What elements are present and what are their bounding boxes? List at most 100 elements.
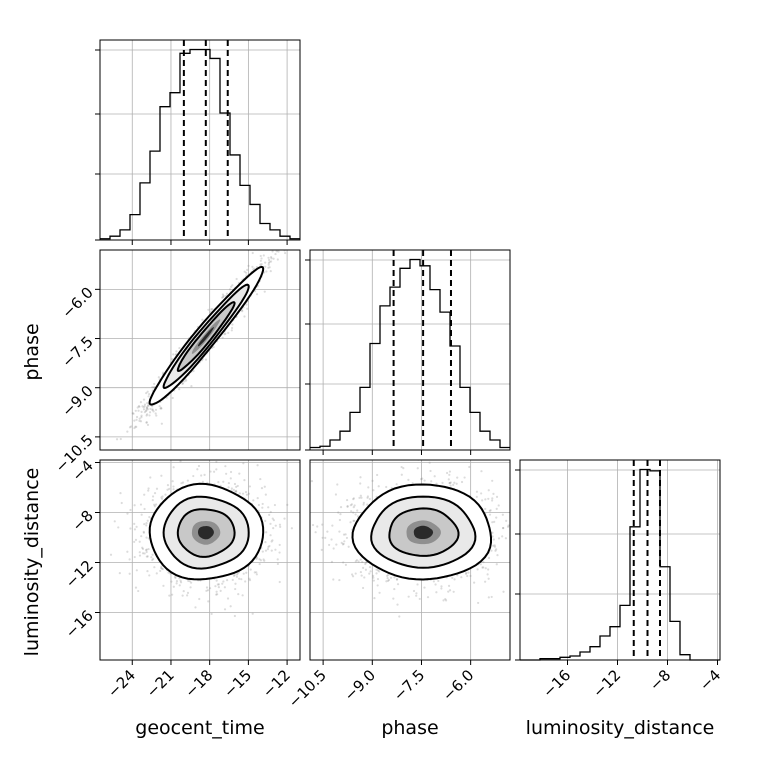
sample-point <box>266 247 268 249</box>
sample-point <box>129 527 132 530</box>
sample-point <box>311 523 315 527</box>
sample-point <box>247 492 251 495</box>
sample-point <box>117 526 120 529</box>
sample-point <box>378 591 381 594</box>
sample-point <box>248 577 251 580</box>
sample-point <box>225 472 228 475</box>
sample-point <box>161 371 165 374</box>
sample-point <box>338 578 341 582</box>
sample-point <box>270 256 273 259</box>
hist-step-phase <box>310 258 510 449</box>
sample-point <box>246 307 249 310</box>
sample-point <box>460 576 463 579</box>
sample-point <box>491 479 494 482</box>
sample-point <box>245 493 249 496</box>
sample-point <box>369 570 372 573</box>
sample-point <box>138 419 141 422</box>
sample-point <box>286 503 289 507</box>
sample-point <box>212 470 216 473</box>
sample-point <box>217 586 220 589</box>
sample-point <box>141 546 144 549</box>
sample-point <box>343 540 346 543</box>
sample-point <box>155 487 159 490</box>
sample-point <box>245 303 248 306</box>
sample-point <box>377 485 380 488</box>
sample-point <box>234 489 238 492</box>
sample-point <box>147 404 150 407</box>
sample-point <box>296 225 298 227</box>
sample-point <box>238 577 241 580</box>
sample-point <box>146 555 149 558</box>
sample-point <box>418 597 421 601</box>
sample-point <box>230 326 234 330</box>
sample-point <box>148 393 151 396</box>
sample-point <box>151 558 154 562</box>
sample-point <box>236 484 239 488</box>
sample-point <box>247 264 250 267</box>
sample-point <box>277 250 280 253</box>
sample-point <box>216 593 219 596</box>
sample-point <box>484 498 487 501</box>
sample-point <box>387 578 391 582</box>
sample-point <box>264 549 268 552</box>
sample-point <box>321 536 324 539</box>
sample-point <box>246 268 249 271</box>
sample-point <box>243 479 246 482</box>
sample-point <box>392 597 395 600</box>
sample-point <box>203 473 206 477</box>
sample-point <box>126 430 129 433</box>
sample-point <box>290 224 292 226</box>
sample-point <box>172 488 175 491</box>
sample-point <box>172 485 175 488</box>
sample-point <box>278 543 281 547</box>
sample-point <box>407 478 410 481</box>
sample-point <box>135 569 138 572</box>
sample-point <box>196 468 199 471</box>
sample-point <box>501 535 504 538</box>
sample-point <box>385 580 388 583</box>
sample-point <box>276 558 279 561</box>
sample-point <box>137 589 140 593</box>
sample-point <box>251 612 254 615</box>
sample-point <box>152 386 156 389</box>
sample-point <box>356 515 360 518</box>
sample-point <box>481 566 484 569</box>
sample-point <box>224 332 227 335</box>
sample-point <box>115 438 119 441</box>
sample-point <box>364 568 367 571</box>
sample-point <box>126 550 129 553</box>
sample-point <box>278 580 281 584</box>
sample-point <box>146 423 150 426</box>
sample-point <box>166 483 170 487</box>
sample-point <box>178 577 181 580</box>
sample-point <box>269 510 272 514</box>
sample-point <box>153 505 156 508</box>
sample-point <box>258 558 261 561</box>
sample-point <box>146 408 149 411</box>
sample-point <box>484 507 487 511</box>
sample-point <box>217 481 220 484</box>
sample-point <box>134 538 138 541</box>
sample-point <box>167 571 170 574</box>
sample-point <box>253 290 257 293</box>
sample-point <box>400 473 403 476</box>
sample-point <box>150 556 153 559</box>
sample-point <box>354 560 357 563</box>
sample-point <box>491 531 494 534</box>
sample-point <box>207 308 210 311</box>
sample-point <box>180 482 183 485</box>
sample-point <box>336 483 339 486</box>
sample-point <box>145 521 148 525</box>
sample-point <box>227 331 230 334</box>
sample-point <box>271 539 274 542</box>
sample-point <box>278 551 281 554</box>
sample-point <box>274 252 277 256</box>
sample-point <box>352 511 355 514</box>
sample-point <box>262 558 265 561</box>
sample-point <box>360 496 363 499</box>
sample-point <box>440 585 443 588</box>
sample-point <box>173 575 177 578</box>
sample-point <box>255 571 258 574</box>
sample-point <box>145 524 148 527</box>
sample-point <box>452 590 455 593</box>
